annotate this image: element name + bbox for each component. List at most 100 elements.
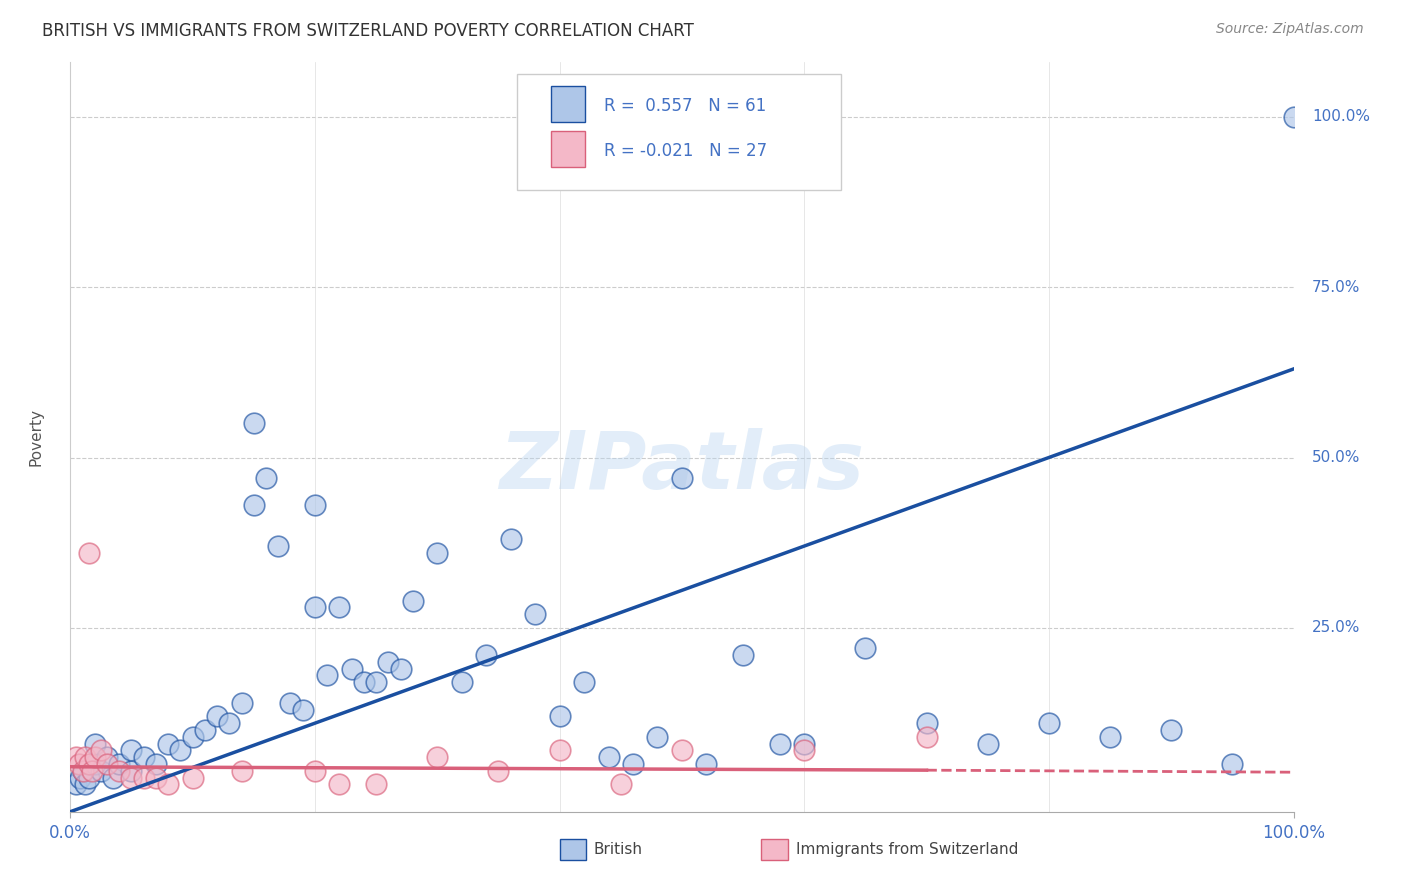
Point	[1220, 757, 1243, 772]
Point	[304, 498, 326, 512]
FancyBboxPatch shape	[762, 839, 789, 861]
Point	[83, 750, 105, 764]
Text: 100.0%: 100.0%	[1312, 110, 1369, 124]
Point	[976, 737, 998, 751]
Point	[304, 764, 326, 778]
Point	[548, 709, 571, 723]
Point	[353, 675, 375, 690]
Point	[121, 771, 143, 785]
Point	[77, 757, 100, 772]
Point	[1282, 110, 1305, 124]
Point	[671, 743, 693, 757]
Point	[855, 641, 877, 656]
Point	[243, 417, 266, 431]
Point	[328, 600, 350, 615]
Point	[132, 771, 155, 785]
Text: R =  0.557   N = 61: R = 0.557 N = 61	[603, 97, 766, 115]
Point	[1160, 723, 1182, 737]
Point	[328, 777, 350, 791]
Point	[108, 764, 131, 778]
Point	[65, 750, 87, 764]
Text: ZIPatlas: ZIPatlas	[499, 428, 865, 506]
Point	[291, 702, 314, 716]
Point	[1099, 730, 1122, 744]
Point	[915, 716, 938, 731]
Point	[73, 750, 96, 764]
Text: British: British	[593, 842, 643, 857]
Point	[366, 777, 388, 791]
Point	[90, 743, 112, 757]
Point	[157, 737, 180, 751]
Point	[621, 757, 644, 772]
Point	[101, 771, 124, 785]
FancyBboxPatch shape	[560, 839, 586, 861]
Point	[77, 771, 100, 785]
Point	[83, 737, 105, 751]
Point	[366, 675, 388, 690]
Point	[121, 764, 143, 778]
Point	[695, 757, 717, 772]
Text: Immigrants from Switzerland: Immigrants from Switzerland	[796, 842, 1018, 857]
Point	[254, 471, 277, 485]
Text: 25.0%: 25.0%	[1312, 620, 1360, 635]
Point	[67, 757, 90, 772]
Point	[83, 757, 105, 772]
Point	[145, 771, 167, 785]
Text: Source: ZipAtlas.com: Source: ZipAtlas.com	[1216, 22, 1364, 37]
Point	[572, 675, 595, 690]
Point	[72, 764, 94, 778]
Point	[69, 771, 91, 785]
Point	[145, 757, 167, 772]
Text: Poverty: Poverty	[28, 408, 44, 467]
Point	[402, 593, 425, 607]
Text: R = -0.021   N = 27: R = -0.021 N = 27	[603, 142, 766, 160]
Text: 75.0%: 75.0%	[1312, 280, 1360, 294]
Point	[72, 764, 94, 778]
Point	[915, 730, 938, 744]
Point	[243, 498, 266, 512]
Point	[231, 696, 253, 710]
Point	[231, 764, 253, 778]
Point	[1038, 716, 1060, 731]
Point	[389, 662, 412, 676]
Point	[169, 743, 191, 757]
Point	[499, 533, 522, 547]
Point	[280, 696, 302, 710]
Point	[426, 546, 449, 560]
Point	[450, 675, 472, 690]
Point	[267, 539, 290, 553]
Point	[121, 743, 143, 757]
Point	[733, 648, 755, 662]
FancyBboxPatch shape	[551, 131, 585, 168]
Point	[181, 771, 204, 785]
Point	[647, 730, 669, 744]
Point	[82, 764, 104, 778]
Point	[132, 750, 155, 764]
Point	[598, 750, 620, 764]
Point	[426, 750, 449, 764]
Point	[769, 737, 792, 751]
Point	[90, 764, 112, 778]
Text: 50.0%: 50.0%	[1312, 450, 1360, 465]
Point	[65, 777, 87, 791]
Point	[181, 730, 204, 744]
Text: BRITISH VS IMMIGRANTS FROM SWITZERLAND POVERTY CORRELATION CHART: BRITISH VS IMMIGRANTS FROM SWITZERLAND P…	[42, 22, 695, 40]
Point	[671, 471, 693, 485]
Point	[157, 777, 180, 791]
Point	[610, 777, 633, 791]
Point	[793, 743, 815, 757]
FancyBboxPatch shape	[551, 87, 585, 122]
Point	[475, 648, 498, 662]
Point	[96, 757, 118, 772]
Point	[77, 546, 100, 560]
FancyBboxPatch shape	[517, 74, 841, 190]
Point	[340, 662, 363, 676]
Point	[793, 737, 815, 751]
Point	[377, 655, 399, 669]
Point	[194, 723, 217, 737]
Point	[96, 750, 118, 764]
Point	[108, 757, 131, 772]
Point	[316, 668, 339, 682]
Point	[218, 716, 240, 731]
Point	[205, 709, 228, 723]
